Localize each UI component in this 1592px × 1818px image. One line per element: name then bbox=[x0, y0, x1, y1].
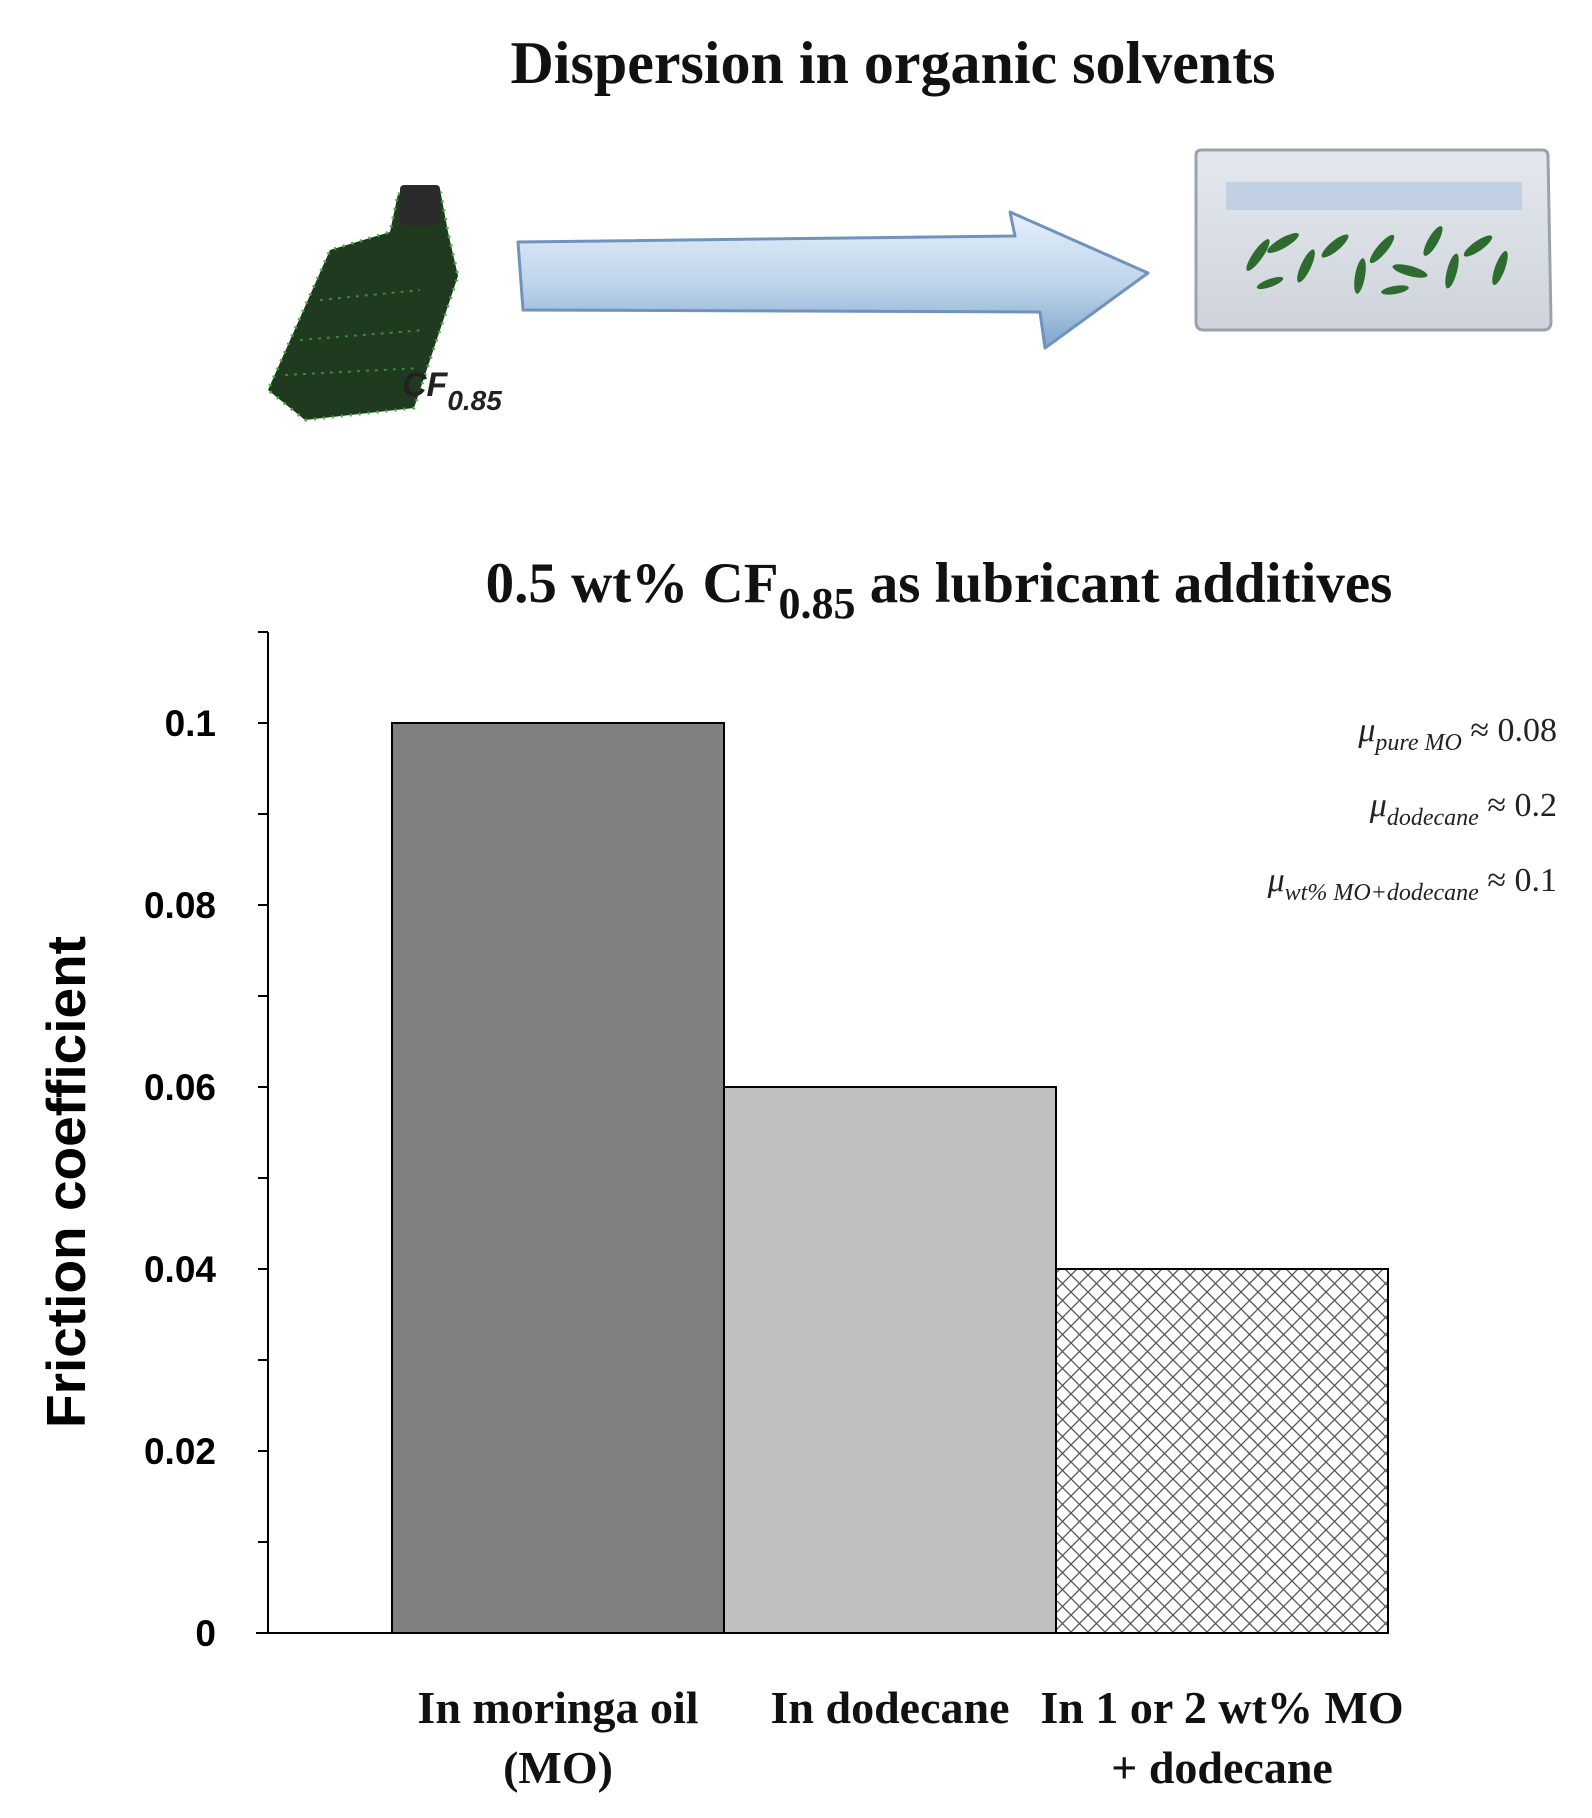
chart-title: 0.5 wt% CF0.85 as lubricant additives bbox=[486, 552, 1393, 628]
bar-2 bbox=[723, 1086, 1057, 1634]
y-tick-label: 0.02 bbox=[144, 1431, 216, 1472]
y-tick-labels: 0 0.02 0.04 0.06 0.08 0.1 bbox=[144, 703, 216, 1654]
top-title: Dispersion in organic solvents bbox=[510, 30, 1275, 96]
y-axis-label: Friction coefficient bbox=[35, 936, 97, 1428]
bar-1 bbox=[391, 722, 725, 1634]
dispersion-arrow-icon bbox=[516, 210, 1150, 350]
sample-label-subscript: 0.85 bbox=[447, 385, 502, 416]
y-tick-label: 0.1 bbox=[165, 703, 216, 744]
friction-annotations: μpure MO ≈ 0.08 μdodecane ≈ 0.2 μwt% MO+do… bbox=[1267, 712, 1557, 906]
friction-annotation: μwt% MO+dodecane ≈ 0.1 bbox=[1267, 862, 1557, 906]
category-label: In moringa oil bbox=[417, 1682, 698, 1733]
bars-layer bbox=[391, 722, 1389, 1634]
chart-title-subscript: 0.85 bbox=[779, 579, 856, 628]
y-tick-label: 0.08 bbox=[144, 885, 216, 926]
y-axis bbox=[256, 631, 1388, 1634]
y-tick-label: 0.04 bbox=[144, 1249, 216, 1290]
friction-annotation: μdodecane ≈ 0.2 bbox=[1369, 787, 1557, 831]
category-label: (MO) bbox=[503, 1742, 613, 1793]
sample-label-main: CF bbox=[402, 366, 449, 404]
category-label: In dodecane bbox=[771, 1682, 1010, 1733]
sample-label: CF0.85 bbox=[402, 366, 502, 416]
y-tick-label: 0.06 bbox=[144, 1067, 216, 1108]
solvent-dish-icon bbox=[1194, 148, 1553, 332]
y-tick-label: 0 bbox=[195, 1613, 216, 1654]
chart-title-pre: 0.5 wt% CF bbox=[486, 552, 779, 615]
category-labels: In moringa oil (MO) In dodecane In 1 or 2 w… bbox=[417, 1682, 1403, 1793]
chart-title-post: as lubricant additives bbox=[856, 552, 1393, 615]
fluorinated-fiber-bundle-icon bbox=[266, 185, 460, 422]
category-label: In 1 or 2 wt% MO bbox=[1040, 1682, 1403, 1733]
bar-3 bbox=[1055, 1268, 1389, 1634]
category-label: + dodecane bbox=[1111, 1742, 1333, 1793]
friction-annotation: μpure MO ≈ 0.08 bbox=[1357, 712, 1557, 756]
